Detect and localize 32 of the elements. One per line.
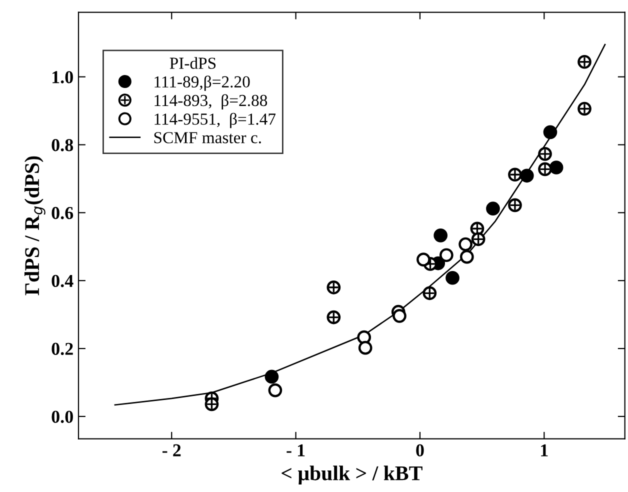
y-axis-title: ΓdPS / R$_{g}$(dPS)	[24, 156, 46, 296]
point	[440, 248, 454, 262]
point	[549, 160, 564, 174]
point	[520, 168, 534, 183]
y-tick-label: 0.6	[52, 206, 74, 220]
legend-label: 114-893, β=2.88	[154, 94, 268, 110]
legend-title: PI-dPS	[170, 57, 216, 69]
point	[434, 228, 448, 242]
line-series	[114, 44, 606, 406]
point	[446, 270, 460, 285]
x-tick-label: 0	[416, 444, 424, 456]
x-axis-title: < μbulk > / kBT	[282, 466, 422, 485]
point	[358, 340, 372, 355]
point	[392, 309, 406, 323]
point	[460, 250, 474, 264]
point	[458, 237, 472, 252]
point	[416, 252, 430, 266]
point	[543, 125, 558, 140]
legend-label: 111-89,β=2.20	[154, 76, 250, 91]
x-tick-label: - 2	[162, 444, 181, 456]
point	[268, 383, 282, 398]
legend-label: 114-9551, β=1.47	[154, 112, 276, 128]
y-tick-label: 0.0	[52, 410, 73, 423]
legend-label: SCMF master c.	[154, 132, 261, 144]
y-tick-label: 0.8	[52, 139, 74, 152]
x-tick-label: - 1	[286, 444, 305, 456]
y-tick-label: 0.4	[52, 274, 74, 288]
y-tick-label: 0.2	[52, 342, 73, 356]
point	[264, 370, 279, 384]
point	[486, 202, 500, 216]
y-tick-label: 1.0	[52, 71, 73, 84]
x-tick-label: 1	[541, 444, 548, 456]
